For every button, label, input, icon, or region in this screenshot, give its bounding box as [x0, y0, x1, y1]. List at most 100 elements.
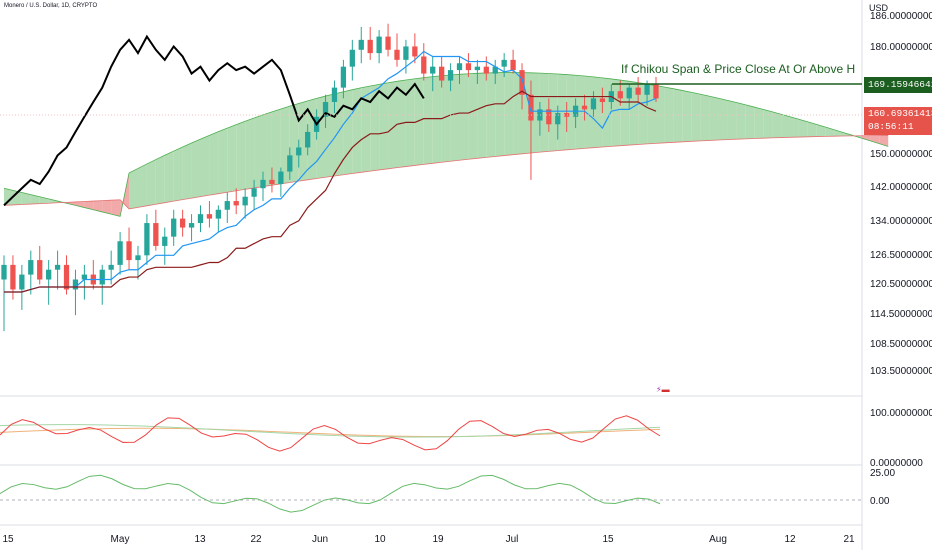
candle-body: [599, 98, 606, 103]
price-tick-label: 114.50000000: [870, 309, 932, 320]
candle-body: [269, 179, 275, 185]
kumo-cloud-segment: [84, 201, 94, 210]
oscillator-line: [0, 415, 661, 452]
kumo-cloud-segment: [209, 131, 219, 196]
kumo-cloud-segment: [263, 111, 272, 187]
kumo-cloud-segment: [468, 73, 478, 160]
candle-body: [37, 260, 43, 280]
kumo-cloud-segment: [486, 72, 496, 158]
kumo-cloud-segment: [173, 146, 183, 202]
kumo-cloud-segment: [763, 109, 773, 139]
candle-body: [126, 241, 132, 261]
kumo-cloud-segment: [146, 159, 156, 206]
kumo-cloud-segment: [129, 168, 138, 209]
candle-body: [581, 105, 588, 110]
currency-label: USD: [869, 3, 889, 13]
annotation-text: If Chikou Span & Price Close At Or Above…: [621, 62, 856, 76]
price-tick-label: 180.00000000: [870, 42, 932, 53]
candle-body: [260, 179, 266, 189]
candle-body: [492, 66, 498, 74]
event-icons[interactable]: ⚡▬: [656, 385, 670, 394]
time-tick-label: 13: [194, 534, 206, 545]
senkou-span-b: [3, 135, 889, 210]
time-tick-label: 19: [432, 534, 444, 545]
kijun-sen: [4, 90, 657, 293]
kumo-cloud-segment: [745, 104, 755, 139]
candle-body: [430, 66, 436, 74]
kumo-cloud-segment: [423, 76, 433, 165]
kumo-cloud-segment: [182, 142, 192, 200]
kumo-cloud-segment: [656, 85, 665, 144]
kumo-cloud-segment: [548, 73, 558, 152]
time-tick-label: 15: [2, 534, 14, 545]
flash-icon[interactable]: ⚡: [656, 385, 662, 394]
kumo-cloud-segment: [879, 135, 889, 147]
candle-body: [251, 188, 257, 197]
candle-body: [63, 264, 70, 290]
kumo-cloud-segment: [102, 200, 112, 215]
candle-body: [19, 274, 25, 290]
kumo-cloud-segment: [164, 151, 174, 203]
countdown-timer: 08:56:11: [868, 121, 914, 132]
kumo-cloud-segment: [370, 84, 380, 172]
time-tick-label: 12: [784, 534, 796, 545]
kumo-cloud-segment: [700, 94, 710, 141]
candle-body: [555, 113, 561, 125]
candle-body: [367, 39, 373, 54]
kumo-cloud-segment: [495, 72, 505, 157]
kumo-cloud-segment: [450, 74, 460, 162]
kumo-cloud-segment: [798, 119, 808, 138]
kumo-cloud-segment: [191, 139, 201, 199]
kumo-cloud-segment: [691, 92, 701, 142]
candle-body: [501, 59, 507, 67]
candle-body: [206, 214, 213, 219]
kumo-cloud-segment: [575, 75, 585, 150]
kumo-cloud-segment: [137, 163, 147, 208]
symbol-title: Monero / U.S. Dollar, 1D, CRYPTO: [4, 3, 98, 9]
momentum-tick-label: 0.00: [870, 496, 890, 507]
candle-body: [528, 94, 534, 121]
candle-body: [162, 236, 168, 246]
candle-body: [376, 36, 382, 54]
candle-body: [81, 274, 88, 280]
time-tick-label: 15: [602, 534, 614, 545]
oscillator-signal-line: [0, 424, 661, 438]
kumo-cloud-segment: [441, 74, 451, 163]
kumo-cloud-segment: [414, 77, 424, 166]
candle-body: [46, 269, 52, 280]
candle-body: [331, 87, 338, 103]
kumo-cloud-segment: [459, 73, 469, 161]
kumo-cloud-segment: [298, 100, 308, 182]
last-price-value: 160.69361413: [868, 108, 932, 119]
candle-body: [644, 84, 650, 95]
candle-body: [153, 223, 159, 246]
kumo-cloud-segment: [807, 121, 817, 137]
kumo-cloud-segment: [718, 98, 728, 140]
candle-body: [349, 49, 355, 67]
candle-body: [403, 46, 409, 60]
candle-body: [483, 66, 489, 74]
candle-body: [287, 155, 293, 172]
candle-body: [340, 66, 347, 88]
chikou-span: [3, 34, 425, 207]
time-tick-label: Jul: [506, 534, 519, 545]
kumo-cloud-segment: [477, 72, 487, 159]
kumo-cloud-segment: [682, 90, 692, 142]
candle-body: [171, 218, 177, 237]
kumo-cloud-segment: [361, 86, 371, 173]
last-price-tag: 160.69361413 08:56:11: [864, 107, 932, 135]
candle-body: [224, 201, 230, 210]
candle-body: [537, 109, 543, 121]
price-tick-label: 120.50000000: [870, 279, 932, 290]
kumo-cloud-segment: [155, 155, 165, 205]
price-tick-label: 134.00000000: [870, 216, 932, 227]
time-tick-label: 21: [843, 534, 855, 545]
candle-body: [305, 131, 311, 148]
flag-icon[interactable]: ▬: [661, 385, 670, 394]
candle-body: [519, 70, 525, 95]
kumo-cloud-segment: [236, 121, 246, 191]
time-tick-label: May: [111, 534, 130, 545]
candle-body: [626, 87, 632, 99]
candle-body: [394, 49, 400, 60]
